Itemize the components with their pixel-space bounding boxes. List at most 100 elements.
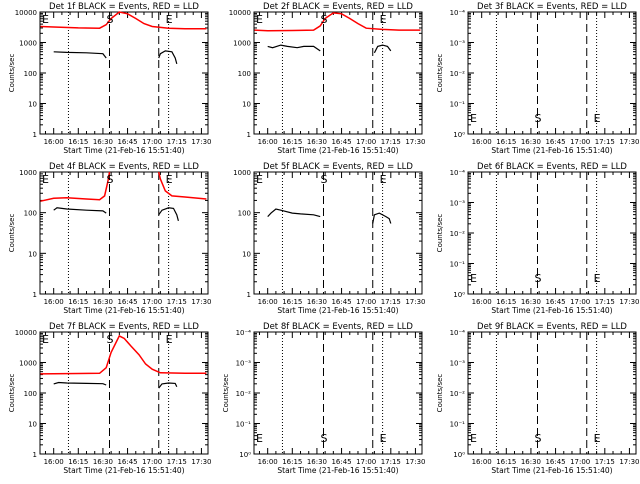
phase-marker-label: E bbox=[594, 432, 601, 445]
events-series-line bbox=[373, 44, 392, 54]
y-tick-label: 10⁻¹ bbox=[450, 421, 466, 429]
x-tick-label: 16:30 bbox=[307, 138, 327, 146]
y-tick-label: 1000 bbox=[19, 360, 37, 368]
y-tick-label: 100 bbox=[238, 70, 251, 78]
panel-title: Det 4f BLACK = Events, RED = LLD bbox=[49, 162, 199, 172]
x-tick-label: 17:30 bbox=[619, 298, 639, 306]
x-tick-label: 16:45 bbox=[117, 298, 137, 306]
x-tick-label: 16:45 bbox=[117, 458, 137, 466]
x-tick-label: 16:45 bbox=[545, 138, 565, 146]
y-tick-label: 1000 bbox=[19, 40, 37, 48]
phase-marker-label: E bbox=[166, 173, 173, 186]
panel-title: Det 1f BLACK = Events, RED = LLD bbox=[49, 2, 199, 12]
phase-marker-label: E bbox=[470, 272, 477, 285]
y-tick-label: 1 bbox=[247, 131, 251, 139]
y-axis-label: Counts/sec bbox=[8, 54, 16, 93]
x-axis-label: Start Time (21-Feb-16 15:51:40) bbox=[63, 466, 184, 475]
y-tick-label: 10⁻³ bbox=[450, 360, 466, 368]
x-tick-label: 17:30 bbox=[191, 298, 211, 306]
y-tick-label: 10 bbox=[242, 250, 251, 258]
x-tick-label: 16:15 bbox=[496, 298, 516, 306]
phase-marker-label: S bbox=[320, 432, 327, 445]
x-tick-label: 17:30 bbox=[405, 138, 425, 146]
y-tick-label: 10000 bbox=[15, 9, 37, 17]
y-tick-label: 10 bbox=[28, 250, 37, 258]
x-tick-label: 16:45 bbox=[331, 298, 351, 306]
phase-marker-label: E bbox=[42, 173, 49, 186]
y-tick-label: 1 bbox=[33, 451, 37, 459]
plot-frame bbox=[39, 331, 209, 455]
y-tick-label: 10⁰ bbox=[453, 291, 465, 299]
y-tick-label: 1 bbox=[33, 291, 37, 299]
y-tick-label: 10⁻² bbox=[450, 70, 466, 78]
x-tick-label: 16:00 bbox=[258, 298, 278, 306]
x-tick-label: 16:45 bbox=[117, 138, 137, 146]
phase-marker-label: S bbox=[106, 333, 113, 346]
y-tick-label: 10⁻² bbox=[236, 390, 252, 398]
phase-marker-label: S bbox=[534, 272, 541, 285]
detector-panel: Det 8f BLACK = Events, RED = LLD 10⁰ 10⁻¹ 1… bbox=[222, 322, 426, 475]
x-tick-label: 17:00 bbox=[570, 298, 590, 306]
x-tick-label: 16:15 bbox=[68, 138, 88, 146]
x-tick-label: 16:15 bbox=[68, 458, 88, 466]
x-tick-label: 17:30 bbox=[191, 138, 211, 146]
y-axis-label: Counts/sec bbox=[436, 374, 444, 413]
y-axis-label: Counts/sec bbox=[222, 374, 230, 413]
events-series-line bbox=[53, 51, 107, 59]
x-tick-label: 16:15 bbox=[496, 138, 516, 146]
events-series-line bbox=[53, 381, 107, 386]
panel-title: Det 6f BLACK = Events, RED = LLD bbox=[477, 162, 627, 172]
phase-marker-label: E bbox=[42, 333, 49, 346]
phase-marker-label: S bbox=[534, 112, 541, 125]
plot-frame bbox=[467, 11, 637, 135]
x-tick-label: 17:15 bbox=[381, 298, 401, 306]
x-tick-label: 17:15 bbox=[167, 138, 187, 146]
y-axis-label: Counts/sec bbox=[8, 374, 16, 413]
y-tick-label: 100 bbox=[238, 210, 251, 218]
y-tick-label: 1 bbox=[33, 131, 37, 139]
panel-title: Det 7f BLACK = Events, RED = LLD bbox=[49, 322, 199, 332]
panel-title: Det 8f BLACK = Events, RED = LLD bbox=[263, 322, 413, 332]
x-tick-label: 16:45 bbox=[331, 138, 351, 146]
phase-marker-label: E bbox=[42, 13, 49, 26]
x-tick-label: 16:00 bbox=[472, 138, 492, 146]
x-tick-label: 16:00 bbox=[44, 138, 64, 146]
x-tick-label: 17:15 bbox=[595, 298, 615, 306]
plot-frame bbox=[253, 171, 423, 295]
x-tick-label: 16:30 bbox=[521, 138, 541, 146]
x-tick-label: 16:00 bbox=[472, 458, 492, 466]
events-series-line bbox=[158, 50, 178, 65]
x-tick-label: 16:15 bbox=[282, 138, 302, 146]
x-tick-label: 16:30 bbox=[93, 138, 113, 146]
x-tick-label: 16:00 bbox=[258, 138, 278, 146]
y-tick-label: 1 bbox=[247, 291, 251, 299]
x-tick-label: 17:00 bbox=[356, 458, 376, 466]
y-tick-label: 10⁻³ bbox=[450, 40, 466, 48]
detector-panel: Det 6f BLACK = Events, RED = LLD 10⁰ 10⁻¹ 1… bbox=[436, 162, 640, 315]
x-tick-label: 17:00 bbox=[570, 138, 590, 146]
x-axis-label: Start Time (21-Feb-16 15:51:40) bbox=[277, 306, 398, 315]
panel-title: Det 9f BLACK = Events, RED = LLD bbox=[477, 322, 627, 332]
x-tick-label: 17:00 bbox=[142, 458, 162, 466]
phase-marker-label: S bbox=[106, 13, 113, 26]
plot-frame bbox=[467, 331, 637, 455]
detector-panel: Det 9f BLACK = Events, RED = LLD 10⁰ 10⁻¹ 1… bbox=[436, 322, 640, 475]
y-tick-label: 10⁻³ bbox=[236, 360, 252, 368]
lld-series-line bbox=[40, 334, 207, 375]
x-tick-label: 17:15 bbox=[595, 458, 615, 466]
x-tick-label: 16:15 bbox=[282, 298, 302, 306]
y-tick-label: 100 bbox=[24, 210, 37, 218]
x-tick-label: 17:30 bbox=[191, 458, 211, 466]
lld-series-line bbox=[40, 11, 207, 30]
y-tick-label: 10⁻⁴ bbox=[450, 9, 466, 17]
x-tick-label: 17:15 bbox=[595, 138, 615, 146]
x-tick-label: 16:45 bbox=[331, 458, 351, 466]
x-axis-label: Start Time (21-Feb-16 15:51:40) bbox=[277, 466, 398, 475]
x-tick-label: 16:30 bbox=[307, 298, 327, 306]
events-series-line bbox=[53, 207, 107, 214]
y-tick-label: 10⁰ bbox=[453, 131, 465, 139]
x-axis-label: Start Time (21-Feb-16 15:51:40) bbox=[277, 146, 398, 155]
y-tick-label: 10⁻¹ bbox=[236, 421, 252, 429]
y-tick-label: 10⁻⁴ bbox=[236, 329, 252, 337]
